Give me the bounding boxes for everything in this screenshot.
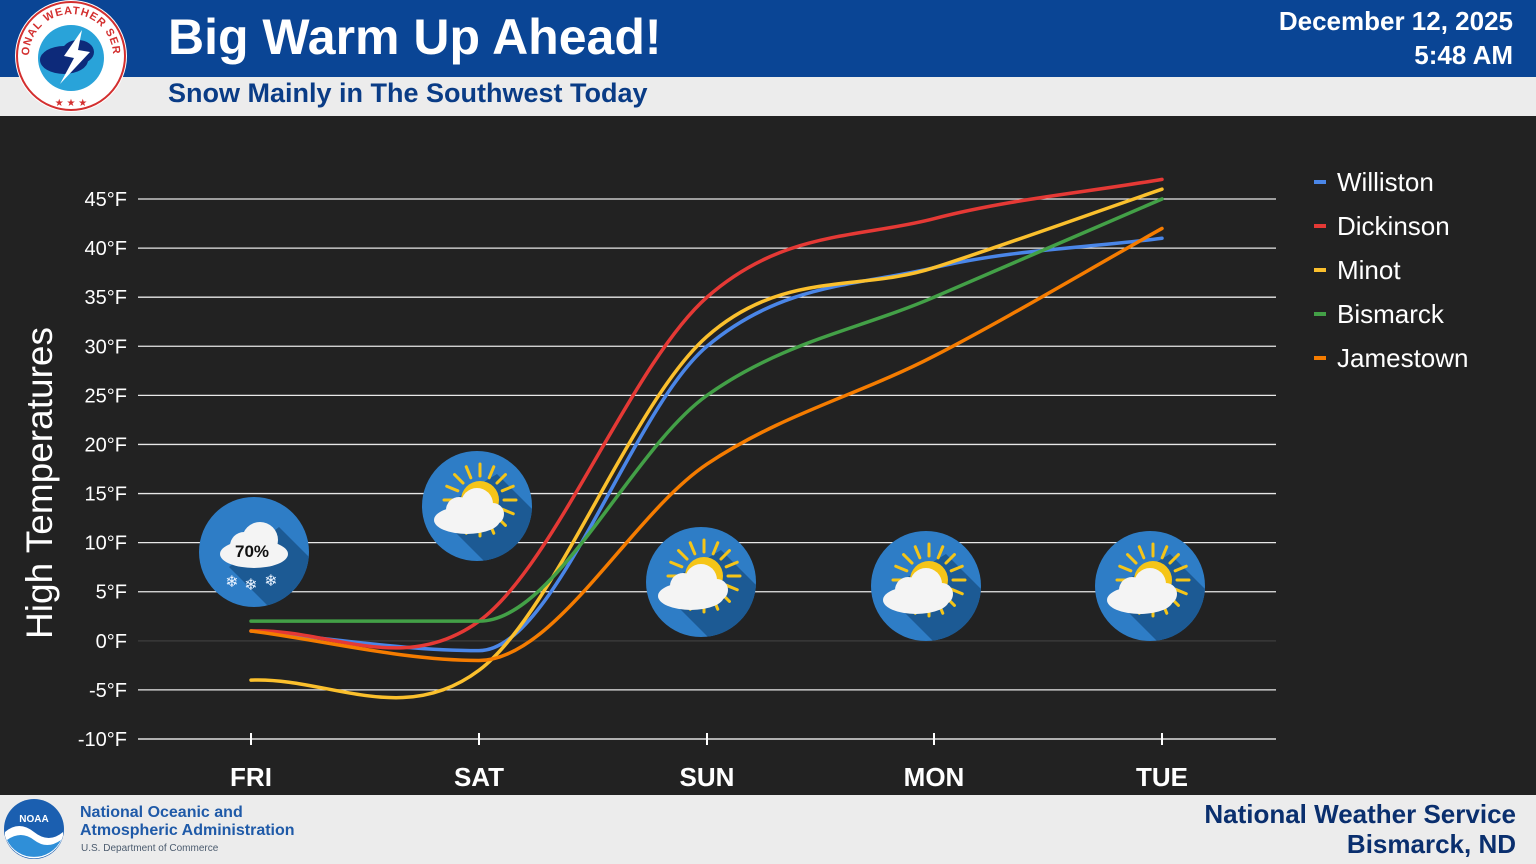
svg-text:★ ★ ★: ★ ★ ★ xyxy=(55,98,87,109)
series-line-bismarck xyxy=(249,197,1164,623)
issue-date: December 12, 2025 xyxy=(1278,6,1513,36)
noaa-department: U.S. Department of Commerce xyxy=(81,843,219,854)
page-title: Big Warm Up Ahead! xyxy=(168,9,662,65)
y-tick-label: -5°F xyxy=(89,680,127,702)
y-tick-label: 35°F xyxy=(85,287,127,309)
temperature-chart: 70% ❄ ❄ ❄ 45°F 40°F 35°F 30°F 25°F 20°F 15°F 10°F 5… xyxy=(19,167,1469,792)
legend-label-williston: Williston xyxy=(1337,167,1434,197)
svg-text:NOAA: NOAA xyxy=(19,814,48,825)
partly-sunny-icon xyxy=(1095,531,1205,641)
x-tick-label: SUN xyxy=(680,762,735,792)
precip-chance-label: 70% xyxy=(235,542,269,561)
y-tick-label: 15°F xyxy=(85,484,127,506)
legend-label-dickinson: Dickinson xyxy=(1337,211,1450,241)
x-tick-label: SAT xyxy=(454,762,504,792)
series-line-williston xyxy=(249,236,1164,653)
y-tick-label: -10°F xyxy=(78,729,127,751)
svg-text:❄: ❄ xyxy=(244,575,257,594)
subheader-bar xyxy=(0,77,1536,116)
legend-label-minot: Minot xyxy=(1337,255,1401,285)
snow-cloud-icon: 70% ❄ ❄ ❄ xyxy=(199,497,309,607)
series-line-jamestown xyxy=(249,226,1164,663)
y-tick-label: 20°F xyxy=(85,434,127,456)
y-tick-label: 10°F xyxy=(85,533,127,555)
partly-sunny-icon xyxy=(422,451,532,561)
footer-bar xyxy=(0,795,1536,864)
noaa-name-line1: National Oceanic and xyxy=(80,804,243,821)
y-tick-label: 5°F xyxy=(96,582,127,604)
series-line-dickinson xyxy=(249,177,1164,650)
partly-sunny-icon xyxy=(646,527,756,637)
legend-label-jamestown: Jamestown xyxy=(1337,343,1469,373)
x-tick-label: TUE xyxy=(1136,762,1188,792)
x-tick-label: MON xyxy=(904,762,965,792)
header-bar xyxy=(0,0,1536,77)
office-name: National Weather Service xyxy=(1204,799,1516,829)
partly-sunny-icon xyxy=(871,531,981,641)
nws-logo-icon: NATIONAL WEATHER SERVICE ★ ★ ★ xyxy=(12,0,127,112)
page-subtitle: Snow Mainly in The Southwest Today xyxy=(168,78,648,108)
svg-text:❄: ❄ xyxy=(264,571,277,590)
y-tick-label: 40°F xyxy=(85,238,127,260)
office-location: Bismarck, ND xyxy=(1346,829,1516,859)
svg-text:❄: ❄ xyxy=(225,572,238,591)
y-tick-label: 30°F xyxy=(85,336,127,358)
noaa-name-line2: Atmospheric Administration xyxy=(80,822,295,839)
legend-label-bismarck: Bismarck xyxy=(1337,299,1445,329)
x-tick-label: FRI xyxy=(230,762,272,792)
noaa-logo-icon: NOAA xyxy=(4,799,64,859)
y-axis-title: High Temperatures xyxy=(19,327,60,639)
y-tick-label: 25°F xyxy=(85,385,127,407)
y-tick-label: 45°F xyxy=(85,189,127,211)
series-line-minot xyxy=(249,187,1164,700)
y-tick-label: 0°F xyxy=(96,631,127,653)
issue-time: 5:48 AM xyxy=(1414,40,1513,70)
chart-panel xyxy=(0,116,1536,795)
